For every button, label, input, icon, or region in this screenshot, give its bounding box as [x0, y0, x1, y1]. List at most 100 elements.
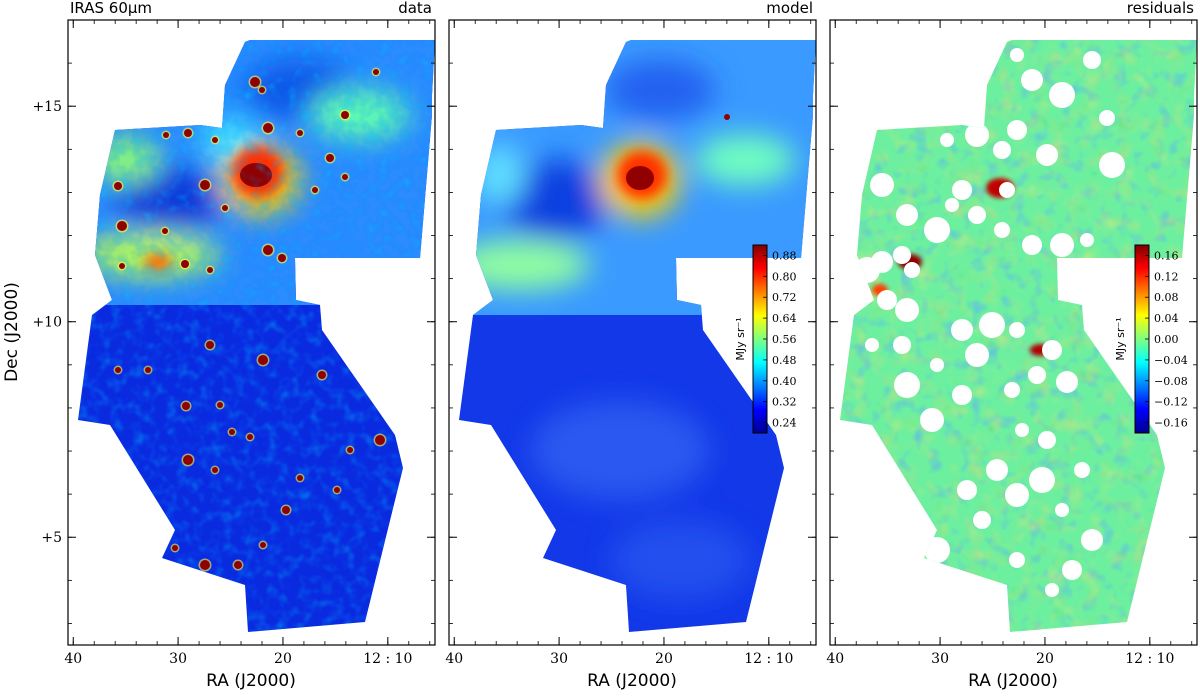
panel-data-title: IRAS 60μm: [70, 0, 152, 17]
residual-mask: [930, 358, 944, 372]
residual-mask: [1080, 233, 1094, 247]
residual-mask: [1099, 152, 1125, 178]
point-source: [259, 87, 265, 93]
colorbar-tick-label: 0.32: [772, 396, 797, 409]
x-axis-label-residuals: RA (J2000): [968, 671, 1058, 691]
residual-mask: [994, 222, 1010, 238]
residual-mask: [1005, 483, 1029, 507]
point-source: [297, 475, 303, 481]
panel-model-label: model: [766, 0, 813, 17]
panel-residuals-ticks: 40 30 20 12 : 10: [826, 19, 1197, 667]
residual-mask: [952, 385, 972, 405]
point-source: [200, 180, 210, 190]
residual-mask: [1074, 462, 1090, 478]
residual-mask: [877, 290, 897, 310]
colorbar-tick-label: −0.04: [1154, 354, 1188, 367]
colorbar-tick-label: −0.08: [1154, 375, 1188, 388]
point-source: [326, 154, 334, 162]
model-colorbar: 0.88 0.80 0.72 0.64 0.56 0.48 0.40 0.32 0.24 MJy…: [734, 244, 797, 434]
point-source: [347, 447, 353, 453]
point-source: [334, 487, 340, 493]
residual-mask: [894, 372, 920, 398]
point-source: [119, 263, 125, 269]
residual-mask: [1029, 467, 1055, 493]
colorbar-tick-label: 0.24: [772, 417, 797, 430]
colorbar-tick-label: 0.08: [1154, 291, 1179, 304]
residual-mask: [893, 336, 911, 354]
x-axis-label-data: RA (J2000): [206, 671, 296, 691]
residual-mask: [893, 246, 911, 264]
residual-mask: [920, 408, 944, 432]
panel-residuals-frame: [829, 19, 1198, 646]
point-source: [163, 132, 169, 138]
residual-mask: [1022, 235, 1042, 255]
panel-residuals-label: residuals: [1127, 0, 1194, 17]
residual-mask: [870, 173, 894, 197]
residual-mask: [1021, 69, 1043, 91]
point-source: [260, 542, 266, 548]
point-source: [115, 367, 121, 373]
residual-mask: [945, 198, 959, 212]
x-tick-label: 30: [550, 651, 568, 667]
point-source: [229, 429, 235, 435]
colorbar-tick-label: 0.72: [772, 291, 797, 304]
model-colorbar-ticks: 0.88 0.80 0.72 0.64 0.56 0.48 0.40 0.32 0.24: [763, 249, 797, 430]
point-source: [217, 402, 223, 408]
point-source: [263, 245, 273, 255]
residual-mask: [1007, 120, 1027, 140]
panel-residuals: 40 30 20 12 : 10 residuals 0.16 0.12 0.08 0.04…: [826, 0, 1198, 667]
x-tick-label: 20: [274, 651, 292, 667]
residual-mask: [1009, 322, 1025, 338]
residuals-masks: [854, 48, 1125, 612]
x-tick-label: 40: [445, 651, 463, 667]
colorbar-tick-label: −0.12: [1154, 396, 1188, 409]
panel-model-ticks: 40 30 20 12 : 10: [445, 19, 816, 667]
point-source: [207, 267, 213, 273]
panel-model: 40 30 20 12 : 10 model 0.88 0.80 0.72 0.64 0.56…: [445, 0, 817, 667]
x-tick-label: 40: [826, 651, 844, 667]
residual-mask: [1050, 233, 1074, 257]
point-source: [341, 111, 349, 119]
residual-mask: [1056, 371, 1078, 393]
residual-mask: [1049, 82, 1075, 108]
residual-mask: [1028, 366, 1046, 384]
residual-mask: [1081, 529, 1103, 551]
y-tick-label: +10: [32, 315, 62, 331]
x-tick-label: 30: [931, 651, 949, 667]
point-source: [117, 221, 127, 231]
x-tick-label: 40: [64, 651, 82, 667]
residual-mask: [1036, 144, 1058, 166]
point-source: [182, 402, 190, 410]
colorbar-tick-label: 0.64: [772, 312, 797, 325]
point-source: [342, 174, 348, 180]
residual-mask: [986, 459, 1008, 481]
point-source: [297, 130, 303, 136]
x-tick-label: 20: [655, 651, 673, 667]
residual-mask: [979, 312, 1005, 338]
colorbar-tick-label: 0.88: [772, 249, 797, 262]
panel-data: 40 30 20 12 : 10 +15 +10 +5 IRAS 60μm data: [32, 0, 436, 667]
y-tick-label: +15: [32, 99, 62, 115]
model-point-source: [724, 114, 730, 120]
residual-mask: [895, 298, 919, 322]
colorbar-tick-label: 0.48: [772, 354, 797, 367]
residual-mask: [1015, 423, 1029, 437]
y-tick-label: +5: [41, 530, 62, 546]
residuals-colorbar-ticks: 0.16 0.12 0.08 0.04 0.00 −0.04 −0.08 −0.12 −0.16: [1145, 249, 1188, 430]
residual-mask: [957, 480, 977, 500]
colorbar-tick-label: −0.16: [1154, 417, 1188, 430]
panel-data-label: data: [398, 0, 432, 17]
colorbar-tick-label: 0.56: [772, 333, 797, 346]
panel-data-ticks: 40 30 20 12 : 10 +15 +10 +5: [32, 19, 435, 667]
colorbar-tick-label: 0.00: [1154, 333, 1179, 346]
point-source: [263, 123, 273, 133]
colorbar-tick-label: 0.80: [772, 270, 797, 283]
point-source: [234, 561, 242, 569]
x-tick-label: 12 : 10: [363, 651, 412, 667]
residuals-colorbar-label: MJy sr⁻¹: [1114, 317, 1127, 360]
residual-mask: [1045, 583, 1059, 597]
x-axis-label-model: RA (J2000): [587, 671, 677, 691]
colorbar-tick-label: 0.12: [1154, 270, 1179, 283]
residual-mask: [924, 217, 950, 243]
point-source: [373, 69, 379, 75]
